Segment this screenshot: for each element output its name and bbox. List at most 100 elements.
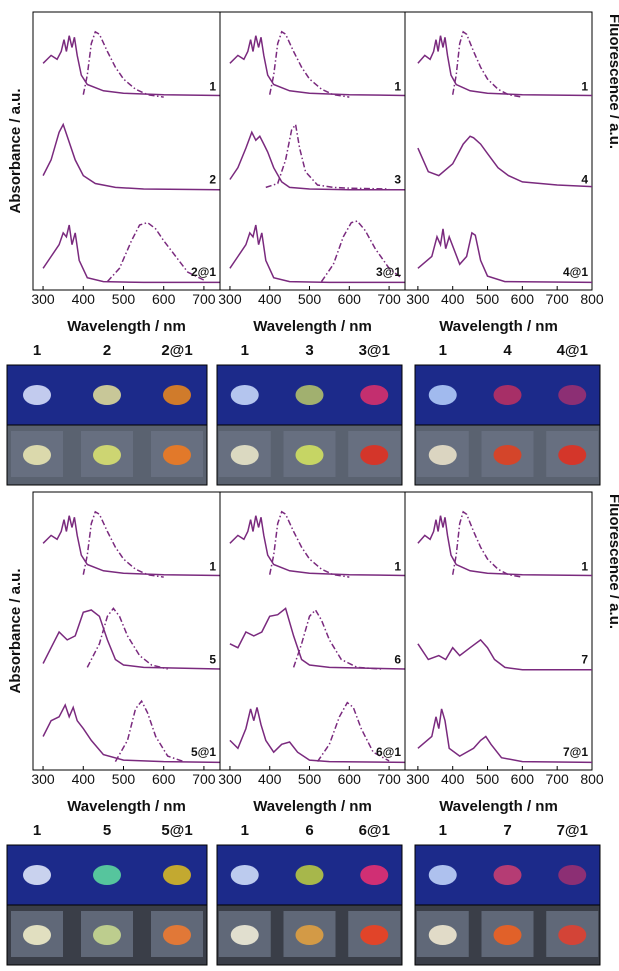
- spectrum-line: [42, 609, 221, 670]
- sample-spot: [230, 925, 259, 945]
- spectrum-line: [417, 638, 592, 671]
- photo-label: 1: [241, 822, 249, 839]
- photo-label: 5@1: [161, 822, 192, 839]
- trace-label: 3: [394, 172, 401, 186]
- trace-label: 1: [209, 560, 216, 574]
- photo-label: 6: [305, 822, 313, 839]
- sample-spot: [493, 385, 522, 405]
- sample-spot: [428, 925, 457, 945]
- photo-label: 1: [33, 822, 41, 839]
- plot-frame: [219, 491, 406, 771]
- x-tick-label: 600: [338, 291, 362, 307]
- photo-label: 3: [305, 342, 313, 359]
- trace-label: 3@1: [376, 265, 401, 279]
- x-axis-label: Wavelength / nm: [439, 798, 558, 815]
- spectrum-line: [114, 699, 185, 763]
- x-tick-label: 300: [406, 771, 430, 787]
- x-tick-label: 600: [338, 771, 362, 787]
- sample-spot: [163, 925, 191, 945]
- x-tick-label: 300: [31, 291, 55, 307]
- trace-label: 1: [581, 80, 588, 94]
- spectrum-line: [42, 515, 221, 577]
- x-tick-label: 700: [545, 771, 569, 787]
- x-tick-label: 800: [580, 771, 604, 787]
- sample-spot: [163, 445, 191, 465]
- x-tick-label: 700: [192, 291, 216, 307]
- plot-frame: [32, 491, 221, 771]
- photo-label: 6@1: [359, 822, 390, 839]
- x-axis-label: Wavelength / nm: [67, 318, 186, 335]
- sample-spot: [295, 385, 324, 405]
- spectrum-line: [417, 135, 593, 188]
- spectrum-line: [82, 30, 164, 98]
- sample-spot: [360, 865, 389, 885]
- sample-spot: [428, 385, 457, 405]
- y-axis-label: Absorbance / a.u.: [7, 568, 24, 693]
- x-tick-label: 500: [476, 771, 500, 787]
- sample-spot: [93, 445, 121, 465]
- sample-spot: [360, 445, 389, 465]
- plot-frame: [219, 11, 406, 291]
- x-tick-label: 400: [441, 771, 465, 787]
- x-tick-label: 300: [406, 291, 430, 307]
- sample-spot: [230, 865, 259, 885]
- spectrum-line: [417, 35, 593, 97]
- spectrum-line: [86, 607, 168, 670]
- sample-spot: [93, 925, 121, 945]
- sample-spot: [428, 445, 457, 465]
- sample-spot: [163, 865, 191, 885]
- y-axis-label: Absorbance / a.u.: [7, 88, 24, 213]
- photo-label: 1: [33, 342, 41, 359]
- spectrum-line: [316, 701, 390, 763]
- photo-label: 1: [439, 342, 447, 359]
- sample-spot: [558, 445, 587, 465]
- photo-label: 1: [241, 342, 249, 359]
- sample-spot: [23, 385, 51, 405]
- x-tick-label: 500: [476, 291, 500, 307]
- photo-label: 7: [503, 822, 511, 839]
- x-axis-label: Wavelength / nm: [253, 798, 372, 815]
- spectrum-line: [42, 703, 221, 764]
- plot-frame: [404, 11, 593, 291]
- photo-label: 7@1: [557, 822, 588, 839]
- x-tick-label: 400: [72, 771, 96, 787]
- sample-spot: [230, 445, 259, 465]
- x-tick-label: 700: [377, 771, 401, 787]
- x-tick-label: 700: [377, 291, 401, 307]
- x-tick-label: 400: [441, 291, 465, 307]
- x-tick-label: 500: [298, 771, 322, 787]
- trace-label: 6@1: [376, 745, 401, 759]
- trace-label: 5@1: [191, 745, 216, 759]
- spectrum-line: [42, 35, 221, 97]
- sample-spot: [558, 865, 587, 885]
- photo-label: 2: [103, 342, 111, 359]
- spectrum-line: [229, 130, 405, 191]
- spectrum-line: [268, 510, 350, 578]
- trace-label: 1: [581, 560, 588, 574]
- spectrum-line: [229, 607, 406, 670]
- sample-spot: [493, 865, 522, 885]
- spectrum-line: [82, 510, 164, 578]
- x-tick-label: 600: [152, 291, 176, 307]
- spectrum-line: [42, 224, 220, 284]
- x-tick-label: 500: [112, 771, 136, 787]
- x-tick-label: 600: [152, 771, 176, 787]
- sample-spot: [428, 865, 457, 885]
- spectrum-line: [229, 35, 406, 97]
- y2-axis-label: Fluorescence / a.u.: [606, 14, 619, 149]
- spectrum-line: [265, 122, 390, 190]
- photo-label: 3@1: [359, 342, 390, 359]
- trace-label: 7@1: [563, 745, 588, 759]
- spectrum-line: [292, 608, 382, 670]
- sample-spot: [360, 385, 389, 405]
- trace-label: 4@1: [563, 265, 588, 279]
- spectrum-line: [320, 220, 402, 283]
- x-tick-label: 700: [192, 771, 216, 787]
- trace-label: 2@1: [191, 265, 216, 279]
- x-tick-label: 500: [112, 291, 136, 307]
- x-axis-label: Wavelength / nm: [439, 318, 558, 335]
- plot-frame: [32, 11, 221, 291]
- sample-spot: [295, 925, 324, 945]
- photo-label: 2@1: [161, 342, 192, 359]
